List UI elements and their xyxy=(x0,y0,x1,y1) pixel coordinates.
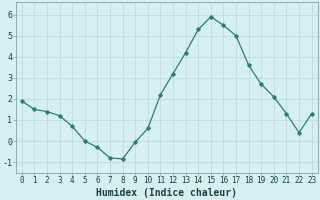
X-axis label: Humidex (Indice chaleur): Humidex (Indice chaleur) xyxy=(96,188,237,198)
